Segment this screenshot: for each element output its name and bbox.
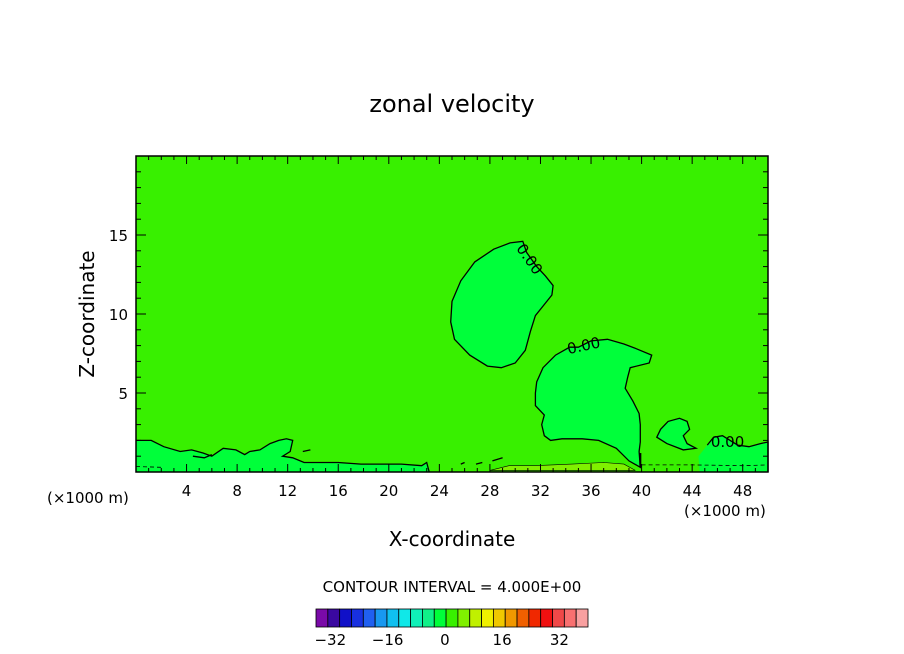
colorbar-swatch xyxy=(398,608,412,628)
colorbar-swatch xyxy=(327,608,341,628)
colorbar-swatch xyxy=(351,608,364,628)
colorbar-swatch xyxy=(315,608,329,628)
contour-line xyxy=(706,435,769,472)
contour-line xyxy=(192,454,213,459)
negative-contour-line xyxy=(641,464,769,467)
colorbar-swatch xyxy=(362,608,376,628)
y-ticks: 5 10 15 xyxy=(109,171,768,457)
contour-line xyxy=(302,449,311,453)
negative-region xyxy=(535,339,652,468)
x-tick-label: 4 xyxy=(182,482,192,500)
colorbar-swatch xyxy=(410,608,423,628)
colorbar-swatch xyxy=(504,608,518,628)
colorbar-swatch xyxy=(469,608,482,628)
colorbar: −32 −16 0 16 32 xyxy=(314,608,589,649)
colorbar-swatch xyxy=(445,608,459,628)
x-tick-label: 12 xyxy=(278,482,297,500)
colorbar-tick-label: −16 xyxy=(372,631,404,649)
colorbar-swatch xyxy=(492,608,506,628)
x-tick-label: 20 xyxy=(379,482,398,500)
x-tick-label: 48 xyxy=(733,482,752,500)
colorbar-tick-label: 32 xyxy=(550,631,569,649)
colorbar-swatch xyxy=(433,608,447,628)
x-tick-label: 36 xyxy=(581,482,600,500)
positive-region xyxy=(489,462,636,471)
colorbar-swatch xyxy=(528,608,542,628)
contour-line xyxy=(450,240,554,369)
colorbar-swatch xyxy=(552,608,565,628)
contour-line xyxy=(136,438,430,473)
colorbar-tick-label: 0 xyxy=(440,631,450,649)
contour-interval-text: CONTOUR INTERVAL = 4.000E+00 xyxy=(323,578,582,596)
colorbar-swatch xyxy=(516,608,530,628)
contour-line xyxy=(460,461,465,465)
contour-layer: 0.000.000.00 xyxy=(135,240,769,473)
x-tick-label: 32 xyxy=(531,482,550,500)
chart-title: zonal velocity xyxy=(369,90,534,118)
y-tick-label: 10 xyxy=(109,306,128,324)
y-tick-label: 5 xyxy=(118,385,128,403)
x-tick-label: 8 xyxy=(232,482,242,500)
plot-area: 0.000.000.00 4 8 12 16 20 24 28 32 36 40 44 48 5101… xyxy=(109,155,769,500)
colorbar-swatch xyxy=(481,608,494,628)
x-tick-label: 28 xyxy=(480,482,499,500)
x-tick-label: 40 xyxy=(632,482,651,500)
negative-region xyxy=(698,435,768,472)
colorbar-swatch xyxy=(563,608,577,628)
colorbar-swatch xyxy=(457,608,471,628)
y-tick-label: 15 xyxy=(109,227,128,245)
negative-region xyxy=(450,241,554,368)
x-ticks: 4 8 12 16 20 24 28 32 36 40 44 48 xyxy=(148,156,756,500)
colorbar-swatch xyxy=(540,608,553,628)
x-tick-label: 16 xyxy=(329,482,348,500)
contour-line xyxy=(492,457,503,462)
contour-line xyxy=(655,417,699,451)
contour-label: 0.00 xyxy=(711,433,744,451)
negative-region xyxy=(136,438,430,472)
colorbar-swatch xyxy=(339,608,352,628)
contour-line xyxy=(534,338,653,469)
colorbar-swatch xyxy=(575,608,589,628)
x-tick-label: 44 xyxy=(683,482,702,500)
negative-contour-line xyxy=(135,466,162,468)
colorbar-swatch xyxy=(374,608,388,628)
colorbar-tick-label: 16 xyxy=(493,631,512,649)
y-axis-label: Z-coordinate xyxy=(75,250,99,377)
x-axis-label: X-coordinate xyxy=(389,527,516,551)
x-unit-left: (×1000 m) xyxy=(47,489,129,507)
colorbar-tick-label: −32 xyxy=(314,631,346,649)
x-tick-label: 24 xyxy=(430,482,449,500)
x-unit-right: (×1000 m) xyxy=(684,502,766,520)
contour-line xyxy=(475,461,483,465)
colorbar-swatch xyxy=(422,608,435,628)
colorbar-swatch xyxy=(386,608,400,628)
